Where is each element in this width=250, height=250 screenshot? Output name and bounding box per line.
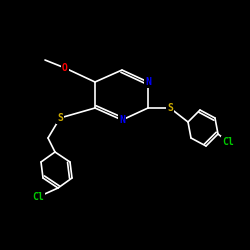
Text: Cl: Cl	[32, 192, 44, 202]
Text: S: S	[167, 103, 173, 113]
Text: N: N	[145, 77, 151, 87]
Text: O: O	[62, 63, 68, 73]
Text: Cl: Cl	[222, 137, 234, 147]
Text: N: N	[119, 115, 125, 125]
Text: S: S	[57, 113, 63, 123]
